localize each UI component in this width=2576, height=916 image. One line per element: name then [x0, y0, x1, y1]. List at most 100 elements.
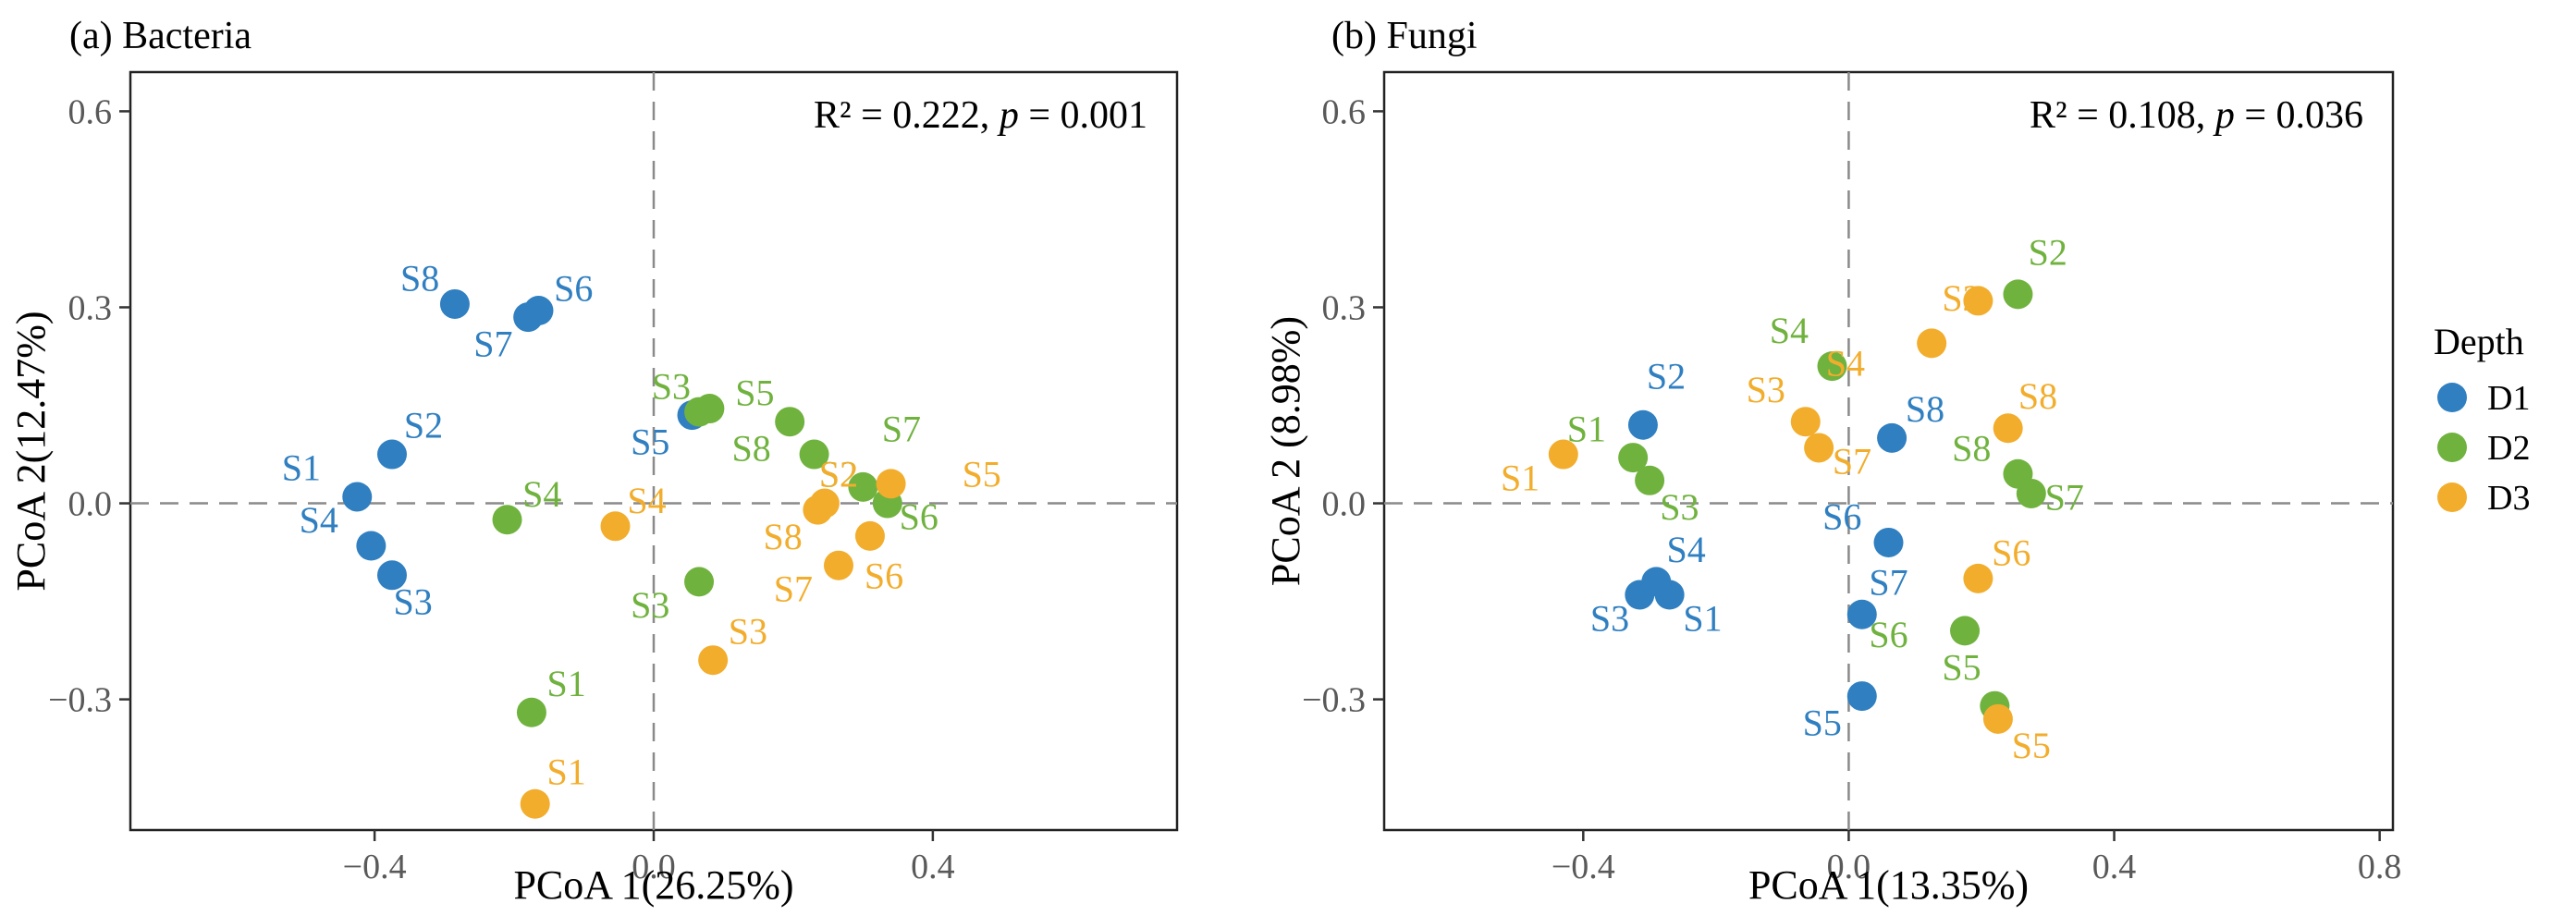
legend-title: Depth — [2434, 321, 2524, 362]
y-tick-label: 0.3 — [1322, 288, 1367, 327]
data-point — [854, 520, 885, 551]
data-point — [823, 550, 853, 580]
point-label: S6 — [1992, 532, 2030, 574]
point-label: S8 — [732, 427, 771, 469]
data-point — [342, 482, 373, 512]
data-point — [1963, 286, 1993, 316]
data-point — [1548, 439, 1578, 470]
x-tick-label: 0.8 — [2358, 848, 2402, 886]
point-label: S5 — [631, 421, 669, 462]
point-label: S4 — [522, 473, 561, 515]
point-label: S7 — [1869, 561, 1907, 603]
data-point — [1873, 527, 1904, 557]
data-point — [1641, 567, 1672, 597]
data-point — [513, 302, 544, 333]
point-label: S3 — [394, 581, 433, 623]
point-label: S7 — [1833, 441, 1871, 482]
point-label: S1 — [547, 751, 586, 792]
data-point — [775, 407, 805, 437]
data-point — [698, 645, 729, 676]
data-point — [1817, 351, 1847, 382]
data-point — [1635, 465, 1665, 495]
panel-title: (b) Fungi — [1331, 15, 1478, 57]
y-tick-label: −0.3 — [1302, 681, 1366, 720]
point-label: S7 — [882, 408, 921, 449]
point-label: S7 — [2045, 476, 2084, 518]
data-point — [1982, 703, 2013, 734]
legend-label-d3: D3 — [2487, 479, 2530, 518]
data-point — [1963, 563, 1993, 593]
y-tick-label: 0.6 — [68, 92, 113, 131]
point-label: S6 — [554, 267, 593, 309]
x-tick-label: −0.4 — [343, 848, 407, 886]
panel-title: (a) Bacteria — [69, 15, 251, 57]
point-label: S2 — [404, 405, 443, 446]
point-label: S4 — [300, 499, 338, 541]
point-label: S2 — [1942, 277, 1981, 319]
data-point — [1950, 616, 1981, 646]
point-label: S8 — [2018, 375, 2057, 417]
point-label: S1 — [1567, 408, 1606, 449]
x-tick-label: −0.4 — [1552, 848, 1615, 886]
point-label: S4 — [1826, 343, 1865, 385]
data-point — [1804, 433, 1834, 463]
stats-annotation: R² = 0.222, p = 0.001 — [814, 94, 1147, 137]
y-tick-label: −0.3 — [48, 681, 112, 720]
legend: Depth D1 D2 D3 — [2434, 321, 2530, 518]
point-label: S4 — [1770, 310, 1809, 351]
x-tick-label: 0.0 — [632, 848, 676, 886]
point-label: S3 — [729, 610, 767, 652]
point-label: S4 — [627, 480, 666, 521]
plot-frame — [1382, 70, 2395, 832]
point-label: S3 — [1590, 597, 1629, 639]
data-point — [2003, 458, 2033, 489]
point-label: S7 — [473, 323, 512, 364]
data-point — [516, 697, 546, 727]
x-tick-label: 0.4 — [911, 848, 955, 886]
data-point — [876, 469, 906, 499]
panel-bacteria: −0.4 0.0 0.4 −0.3 0.0 0.3 0.6 (a) Bacteria PCoA … — [8, 15, 1179, 908]
point-label: S8 — [763, 516, 802, 557]
x-tick-label: 0.0 — [1827, 848, 1871, 886]
data-point — [439, 288, 470, 319]
x-axis-label: PCoA 1(13.35%) — [1748, 862, 2029, 908]
point-label: S6 — [900, 496, 938, 538]
y-axis-label: PCoA 2 (8.98%) — [1263, 316, 1308, 586]
data-point — [803, 495, 833, 525]
y-axis-label: PCoA 2(12.47%) — [8, 311, 54, 591]
data-point — [1846, 599, 1877, 629]
point-label: S5 — [963, 454, 1001, 495]
legend-label-d2: D2 — [2487, 429, 2530, 468]
data-point — [1627, 409, 1658, 440]
point-label: S6 — [865, 555, 903, 596]
data-point — [684, 397, 715, 427]
point-label: S6 — [1869, 614, 1907, 655]
data-point — [1618, 443, 1649, 473]
legend-marker-d2 — [2437, 433, 2467, 462]
point-label: S3 — [631, 584, 669, 626]
point-label: S8 — [400, 258, 439, 299]
legend-label-d1: D1 — [2487, 379, 2530, 418]
point-label: S2 — [1647, 356, 1686, 397]
point-label: S1 — [1683, 597, 1722, 639]
point-label: S8 — [1952, 427, 1991, 469]
data-point — [1846, 681, 1877, 712]
point-label: S1 — [547, 663, 586, 704]
data-point — [799, 439, 829, 470]
legend-marker-d3 — [2437, 482, 2467, 512]
data-point — [1917, 328, 1947, 359]
data-point — [356, 531, 386, 561]
point-label: S5 — [1803, 702, 1842, 743]
data-point — [377, 560, 407, 591]
data-point — [684, 567, 715, 597]
data-point — [492, 505, 522, 535]
point-label: S7 — [774, 568, 813, 609]
point-label: S5 — [2012, 725, 2051, 766]
point-label: S6 — [1822, 496, 1861, 538]
